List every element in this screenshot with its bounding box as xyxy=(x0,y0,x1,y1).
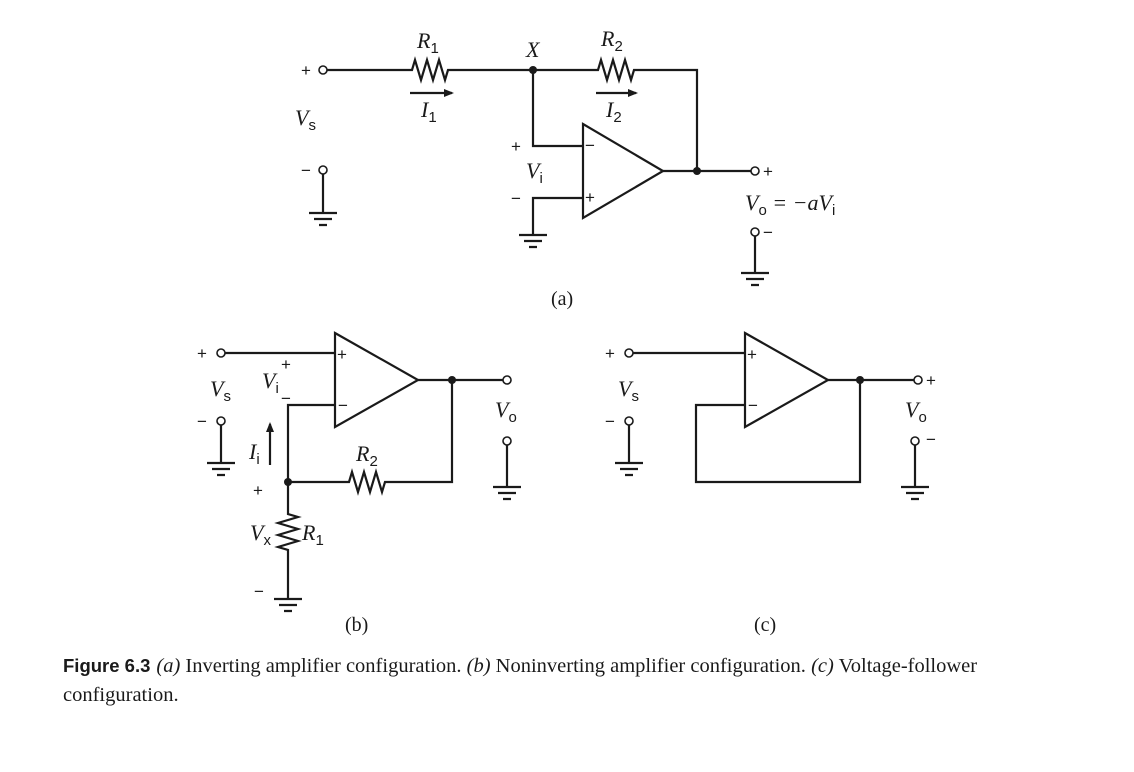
sign-opamp-noninverting-a: + xyxy=(585,188,595,207)
terminal-vs-minus-c xyxy=(624,416,634,426)
panel-label-c: (c) xyxy=(754,614,776,636)
node-dot-output-c xyxy=(856,376,864,384)
wire-unity-feedback-c xyxy=(694,380,862,484)
ground-icon xyxy=(615,461,643,477)
node-dot-r1-r2-b xyxy=(284,478,292,486)
terminal-vs-minus-a xyxy=(318,165,328,175)
terminal-vo-plus-c xyxy=(913,375,923,385)
terminal-vo-minus-a xyxy=(750,227,760,237)
sign-vi-minus-a: − xyxy=(511,189,521,208)
ground-icon xyxy=(741,271,769,287)
label-i1: I1 xyxy=(420,97,437,126)
caption-tag-a: (a) xyxy=(156,655,181,677)
sign-vx-plus-b: + xyxy=(253,481,263,500)
ground-icon xyxy=(901,485,929,501)
node-dot-output-b xyxy=(448,376,456,384)
terminal-vo-minus-b xyxy=(502,436,512,446)
sign-vi-plus-b: + xyxy=(281,355,291,374)
node-dot-output-a xyxy=(693,167,701,175)
label-r2-a: R2 xyxy=(600,26,623,55)
panel-b-noninverting-amplifier: Vs Vi Ii R2 Vx R1 Vo + − + − + − + − (b) xyxy=(197,331,521,636)
label-vo-b: Vo xyxy=(495,397,517,426)
wire-noninverting-to-ground-a xyxy=(531,196,583,234)
label-r2-b: R2 xyxy=(355,441,378,470)
terminal-vs-plus-a xyxy=(318,65,328,75)
terminal-vo-plus-a xyxy=(750,166,760,176)
circuit-diagram: R1 X R2 I1 I2 Vs Vi Vo = −aVi + − + − − … xyxy=(197,26,936,636)
panel-label-b: (b) xyxy=(345,614,368,636)
sign-vo-minus-a: − xyxy=(763,223,773,242)
label-vo-c: Vo xyxy=(905,397,927,426)
terminal-vo-minus-c xyxy=(910,436,920,446)
label-vs-b: Vs xyxy=(210,376,231,405)
sign-vo-plus-a: + xyxy=(763,162,773,181)
sign-opamp-noninverting-c: + xyxy=(747,345,757,364)
sign-vs-minus-a: − xyxy=(301,161,311,180)
panel-label-a: (a) xyxy=(551,288,573,310)
wire-r2-feedback-a xyxy=(533,56,699,171)
wire-input-a xyxy=(327,56,533,84)
sign-opamp-inverting-a: − xyxy=(585,136,595,155)
wire-inverting-to-node-b xyxy=(286,403,335,482)
ground-icon xyxy=(309,211,337,227)
node-dot-x xyxy=(529,66,537,74)
sign-vs-plus-c: + xyxy=(605,344,615,363)
label-ii-b: Ii xyxy=(248,439,260,468)
sign-opamp-inverting-c: − xyxy=(748,396,758,415)
ground-icon xyxy=(274,597,302,613)
caption-tag-b: (b) xyxy=(466,655,491,677)
label-i2: I2 xyxy=(605,97,622,126)
label-node-x: X xyxy=(525,37,541,62)
sign-opamp-inverting-b: − xyxy=(338,396,348,415)
panel-a-inverting-amplifier: R1 X R2 I1 I2 Vs Vi Vo = −aVi + − + − − … xyxy=(295,26,835,310)
label-r1-a: R1 xyxy=(416,28,439,57)
label-vo-eq-a: Vo = −aVi xyxy=(745,190,835,219)
sign-vi-minus-b: − xyxy=(281,389,291,408)
sign-opamp-noninverting-b: + xyxy=(337,345,347,364)
caption-text-b: Noninverting amplifier configuration. xyxy=(490,655,812,677)
wire-r1-to-ground-b xyxy=(274,482,302,598)
label-vs-a: Vs xyxy=(295,105,316,134)
figure-number: Figure 6.3 xyxy=(63,655,151,676)
label-vi-a: Vi xyxy=(526,158,543,187)
opamp-a xyxy=(581,122,666,220)
sign-vs-plus-a: + xyxy=(301,61,311,80)
figure-caption: Figure 6.3 (a) Inverting amplifier config… xyxy=(63,651,1073,710)
sign-vx-minus-b: − xyxy=(254,582,264,601)
sign-vs-plus-b: + xyxy=(197,344,207,363)
terminal-vs-plus-b xyxy=(216,348,226,358)
label-vs-c: Vs xyxy=(618,376,639,405)
terminal-vs-minus-b xyxy=(216,416,226,426)
sign-vi-plus-a: + xyxy=(511,137,521,156)
label-vi-b: Vi xyxy=(262,368,279,397)
sign-vo-minus-c: − xyxy=(926,430,936,449)
label-vx-b: Vx xyxy=(250,520,271,549)
caption-tag-c: (c) xyxy=(811,655,834,677)
terminal-vs-plus-c xyxy=(624,348,634,358)
wire-node-x-to-inverting-input xyxy=(531,70,583,148)
label-r1-b: R1 xyxy=(301,520,324,549)
terminal-vo-plus-b xyxy=(502,375,512,385)
ground-icon xyxy=(519,233,547,249)
ground-icon xyxy=(207,461,235,477)
opamp-c xyxy=(743,331,831,429)
sign-vo-plus-c: + xyxy=(926,371,936,390)
sign-vs-minus-c: − xyxy=(605,412,615,431)
sign-vs-minus-b: − xyxy=(197,412,207,431)
panel-c-voltage-follower: Vs Vo + − + − + − (c) xyxy=(605,331,936,636)
wire-r2-feedback-b xyxy=(288,380,454,496)
opamp-b xyxy=(333,331,421,429)
ground-icon xyxy=(493,485,521,501)
caption-text-a: Inverting amplifier configuration. xyxy=(180,655,467,677)
caption-text-c: Voltage-follower configuration. xyxy=(63,655,978,706)
